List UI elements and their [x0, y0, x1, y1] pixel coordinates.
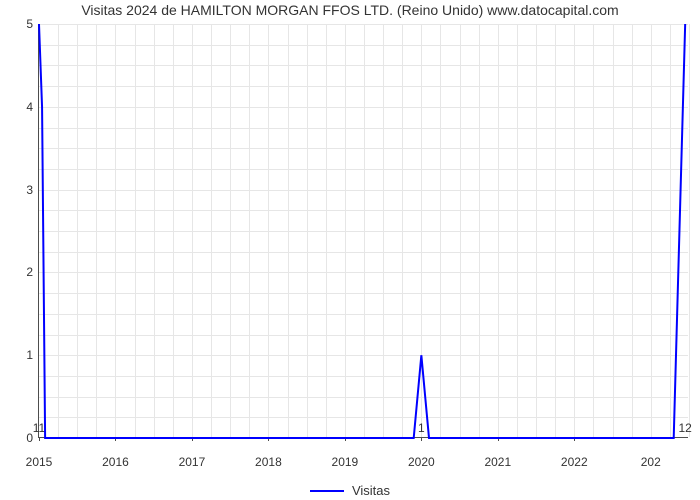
y-tick-label: 5 — [26, 17, 33, 31]
legend: Visitas — [0, 482, 700, 498]
x-tick-label: 202 — [641, 455, 661, 469]
legend-label: Visitas — [352, 483, 390, 498]
x-tick-label: 2019 — [332, 455, 359, 469]
x-tick-label: 2018 — [255, 455, 282, 469]
y-tick-label: 2 — [26, 265, 33, 279]
x-tick-label: 2021 — [484, 455, 511, 469]
y-tick-label: 4 — [26, 100, 33, 114]
x-tick-label: 2016 — [102, 455, 129, 469]
chart-title: Visitas 2024 de HAMILTON MORGAN FFOS LTD… — [0, 2, 700, 18]
y-tick-label: 3 — [26, 183, 33, 197]
plot-area: 0123452015201620172018201920202021202220… — [38, 24, 688, 438]
x-tick-label: 2017 — [179, 455, 206, 469]
x-tick-label: 2015 — [26, 455, 53, 469]
x-gridline — [689, 24, 690, 437]
y-tick-label: 1 — [26, 348, 33, 362]
legend-swatch — [310, 490, 344, 492]
x-tick-label: 2020 — [408, 455, 435, 469]
x-tick-label: 2022 — [561, 455, 588, 469]
series-line — [39, 24, 689, 438]
